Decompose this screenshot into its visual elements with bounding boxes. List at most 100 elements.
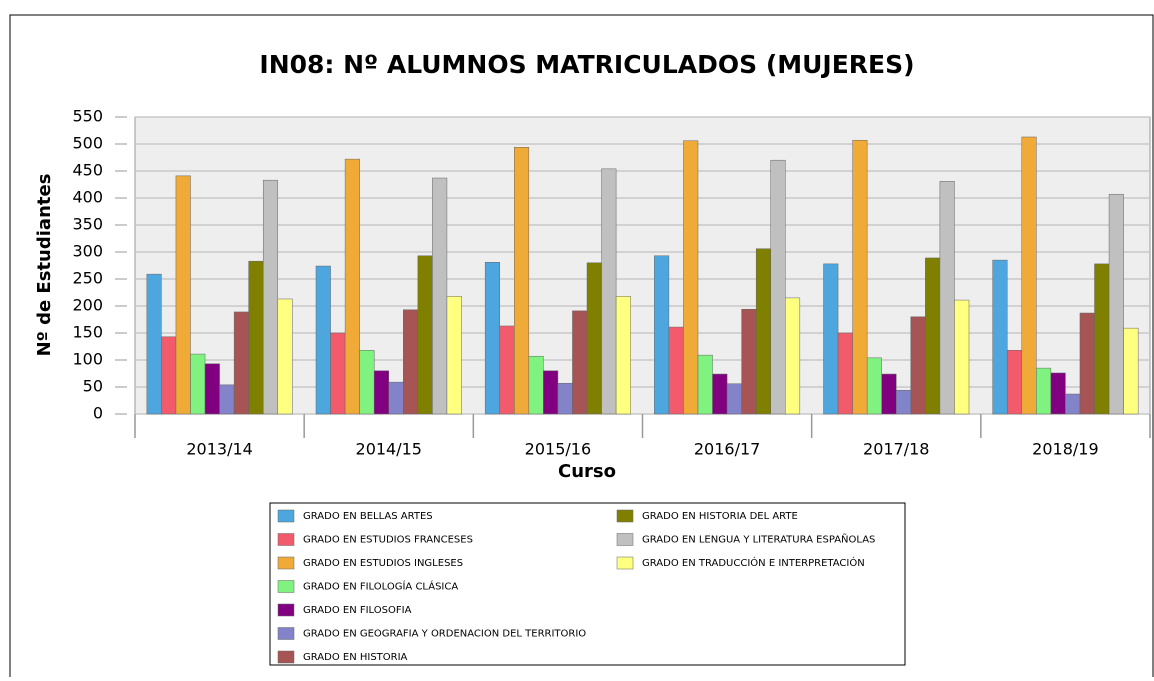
bar [403,309,419,415]
bar [939,181,955,415]
legend-label: GRADO EN HISTORIA [303,652,408,663]
legend-label: GRADO EN BELLAS ARTES [303,511,433,522]
bar [262,179,279,415]
y-axis-label: Nº de Estudiantes [34,174,55,357]
bar [543,370,559,415]
bar [277,298,293,415]
bar [837,332,853,415]
legend-swatch [616,556,634,570]
legend-swatch [277,580,295,593]
y-tick-label: 450 [72,161,103,180]
bar [161,336,177,415]
bar [204,363,220,415]
y-tick-label: 250 [72,269,103,288]
bar [823,263,839,415]
bar [852,139,868,415]
x-tick-label: 2016/17 [694,440,760,459]
bar [896,389,912,415]
x-tick-label: 2013/14 [186,440,252,459]
bar [683,140,699,415]
bar [668,326,684,415]
legend-swatch [616,533,634,546]
bar [741,308,757,415]
legend-swatch [277,650,295,664]
bar [315,265,331,415]
legend-label: GRADO EN GEOGRAFIA Y ORDENACION DEL TERR… [303,629,586,640]
bar [528,355,544,415]
bar [586,262,602,415]
bar [881,373,897,415]
bar [219,384,235,415]
legend-swatch [277,533,295,546]
bar [615,296,631,415]
y-tick-label: 150 [72,323,103,342]
y-tick-label: 300 [72,242,103,261]
bar [1050,372,1066,415]
bar [330,332,346,415]
x-axis-label: Curso [558,461,616,482]
y-tick-label: 500 [72,134,103,153]
legend-label: GRADO EN HISTORIA DEL ARTE [642,511,798,522]
bar [432,177,448,415]
bar [697,354,713,415]
bar [654,255,670,415]
y-tick-label: 50 [83,377,103,396]
bar [866,357,882,415]
bar [925,257,941,415]
legend-label: GRADO EN TRADUCCIÓN E INTERPRETACIÓN [642,556,865,569]
y-tick-label: 400 [72,188,103,207]
bar [175,175,191,415]
legend-box [269,502,906,666]
chart-title: IN08: Nº ALUMNOS MATRICULADOS (MUJERES) [259,50,914,79]
y-tick-label: 200 [72,296,103,315]
legend-label: GRADO EN FILOSOFIA [303,605,412,616]
bar [514,146,530,415]
bar [388,381,404,415]
y-tick-label: 100 [72,350,103,369]
x-tick-label: 2014/15 [356,440,422,459]
legend-label: GRADO EN ESTUDIOS INGLESES [303,558,463,569]
bar [248,260,264,415]
bar [499,325,515,415]
bar [1094,263,1110,415]
legend-swatch [277,556,295,570]
bar [1079,312,1095,415]
bar [1021,136,1037,415]
legend-swatch [616,509,634,523]
bar [233,311,249,415]
legend-label: GRADO EN ESTUDIOS FRANCESES [303,535,473,546]
bar [770,159,786,415]
bar [954,299,970,415]
bar [446,296,462,415]
legend-swatch [277,627,295,640]
bar [992,259,1008,415]
bar [1036,367,1052,415]
bar [146,273,162,415]
x-tick-label: 2015/16 [525,440,591,459]
bar [190,353,206,415]
bar [1065,393,1081,415]
y-tick-label: 350 [72,215,103,234]
legend-swatch [277,603,295,617]
bar [1123,327,1139,415]
bar [755,248,771,415]
bar [712,373,728,415]
bar [572,310,588,415]
legend-label: GRADO EN FILOLOGÍA CLÁSICA [303,580,458,593]
bar [359,350,375,415]
bar [417,255,433,415]
legend-label: GRADO EN LENGUA Y LITERATURA ESPAÑOLAS [642,533,875,546]
x-tick-label: 2017/18 [863,440,929,459]
bar [557,382,573,415]
bar [910,316,926,415]
y-tick-label: 0 [93,404,103,423]
bar [484,262,500,415]
legend-swatch [277,509,295,523]
bar [1006,350,1023,415]
y-tick-label: 550 [72,107,103,126]
bar [373,370,389,415]
bar [726,383,742,415]
bar [601,168,617,415]
x-tick-label: 2018/19 [1032,440,1098,459]
